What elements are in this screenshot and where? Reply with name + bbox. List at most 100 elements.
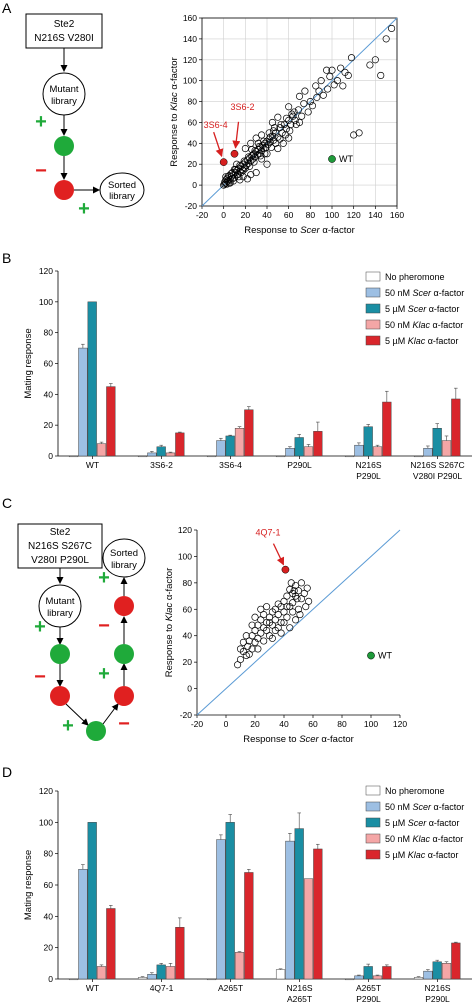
bar (432, 961, 442, 980)
y-tick-label: 80 (188, 97, 198, 107)
y-tick-label: 0 (187, 684, 192, 694)
legend-label-part: Scer (408, 818, 428, 828)
bar (363, 966, 373, 980)
legend-swatch (365, 817, 381, 828)
data-point (252, 134, 260, 142)
y-axis-title: Mating response (23, 328, 34, 398)
data-point (341, 68, 349, 76)
data-point (272, 139, 280, 147)
data-point (313, 93, 321, 101)
bar (137, 977, 148, 980)
data-point (300, 589, 308, 597)
flow-c-green-node-2 (86, 721, 106, 741)
y-tick-label: 20 (44, 943, 54, 953)
flow-diagram-c: Ste2 N216S S267C V280I P290L Mutant libr… (17, 523, 146, 741)
data-point (305, 597, 313, 605)
legend-label-part: 50 nM (385, 288, 413, 298)
flow-c-minus-1: − (34, 666, 46, 688)
legend-swatch (365, 849, 381, 860)
data-point (244, 642, 252, 650)
legend-label-part: Scer (413, 288, 433, 298)
data-point (306, 98, 314, 106)
flow-c-plus-4: + (98, 567, 110, 589)
data-point (308, 102, 317, 110)
legend-label-part: Klac (413, 834, 431, 844)
legend-label-part: α-factor (430, 320, 463, 330)
data-point (292, 581, 300, 590)
data-point (260, 137, 268, 145)
data-point (236, 655, 245, 664)
data-point (257, 616, 265, 624)
bar (106, 908, 116, 980)
data-point (315, 87, 323, 95)
legend-swatch (365, 833, 381, 844)
legend-label: No pheromone (385, 272, 445, 282)
data-point (293, 595, 301, 603)
category-label: WT (86, 460, 99, 470)
bar (285, 840, 295, 980)
flow-c-minus-2: − (118, 713, 130, 735)
data-point (280, 608, 288, 616)
data-point (289, 599, 297, 607)
panel-letter-a: A (2, 0, 12, 16)
flow-c-start-box (17, 523, 103, 569)
x-tick-label: 0 (221, 210, 226, 220)
y-tick-label: 0 (192, 180, 197, 190)
bar (354, 444, 364, 457)
category-label: 3S6-4 (219, 460, 242, 470)
y-tick-label: 100 (39, 817, 53, 827)
data-point (319, 91, 327, 99)
y-tick-label: 40 (188, 138, 198, 148)
data-point (271, 626, 279, 634)
bar (137, 455, 148, 458)
flow-a-red-node (54, 180, 74, 200)
data-point (388, 24, 396, 32)
data-point (269, 127, 278, 135)
bar (451, 398, 461, 457)
data-point (232, 165, 240, 173)
legend-label-part: 50 nM (385, 802, 413, 812)
data-point (249, 151, 257, 159)
x-tick-label: 60 (308, 719, 318, 729)
y-axis-title-part: Klac (169, 92, 180, 111)
data-point (285, 103, 293, 111)
data-point (240, 157, 248, 165)
legend-label: 50 nM Scer α-factor (385, 288, 464, 298)
bar (382, 966, 392, 980)
legend-label: 50 nM Klac α-factor (385, 834, 463, 844)
y-tick-label: 80 (183, 578, 193, 588)
bar (372, 975, 383, 980)
data-point (328, 66, 336, 74)
x-tick-label: 120 (347, 210, 361, 220)
bar (413, 455, 424, 458)
category-label: A265T (287, 994, 312, 1004)
flow-c-plus-2: + (62, 715, 74, 737)
highlight-point (367, 651, 375, 660)
bar (451, 942, 461, 980)
data-point (280, 618, 288, 627)
data-point (265, 613, 274, 621)
bar (244, 409, 254, 457)
data-point (246, 162, 254, 170)
flow-c-arrow-5 (102, 703, 119, 725)
data-point (301, 87, 309, 95)
bar (175, 927, 185, 980)
bar (244, 872, 254, 980)
data-point (289, 608, 297, 616)
data-point (261, 150, 269, 158)
data-point (236, 161, 244, 169)
y-tick-label: 20 (183, 657, 193, 667)
legend-label-part: 5 µM (385, 304, 408, 314)
y-tick-label: -20 (180, 710, 193, 720)
bar (147, 974, 157, 980)
x-tick-label: 140 (368, 210, 382, 220)
legend-swatch (365, 271, 381, 282)
data-point (256, 152, 265, 160)
data-point (252, 169, 260, 177)
x-axis-title-part: Scer (300, 225, 320, 236)
y-tick-label: 0 (48, 451, 53, 461)
y-axis-title-part: Klac (164, 603, 175, 622)
data-point (248, 146, 256, 154)
y-tick-label: 20 (188, 159, 198, 169)
highlight-point (230, 149, 239, 158)
